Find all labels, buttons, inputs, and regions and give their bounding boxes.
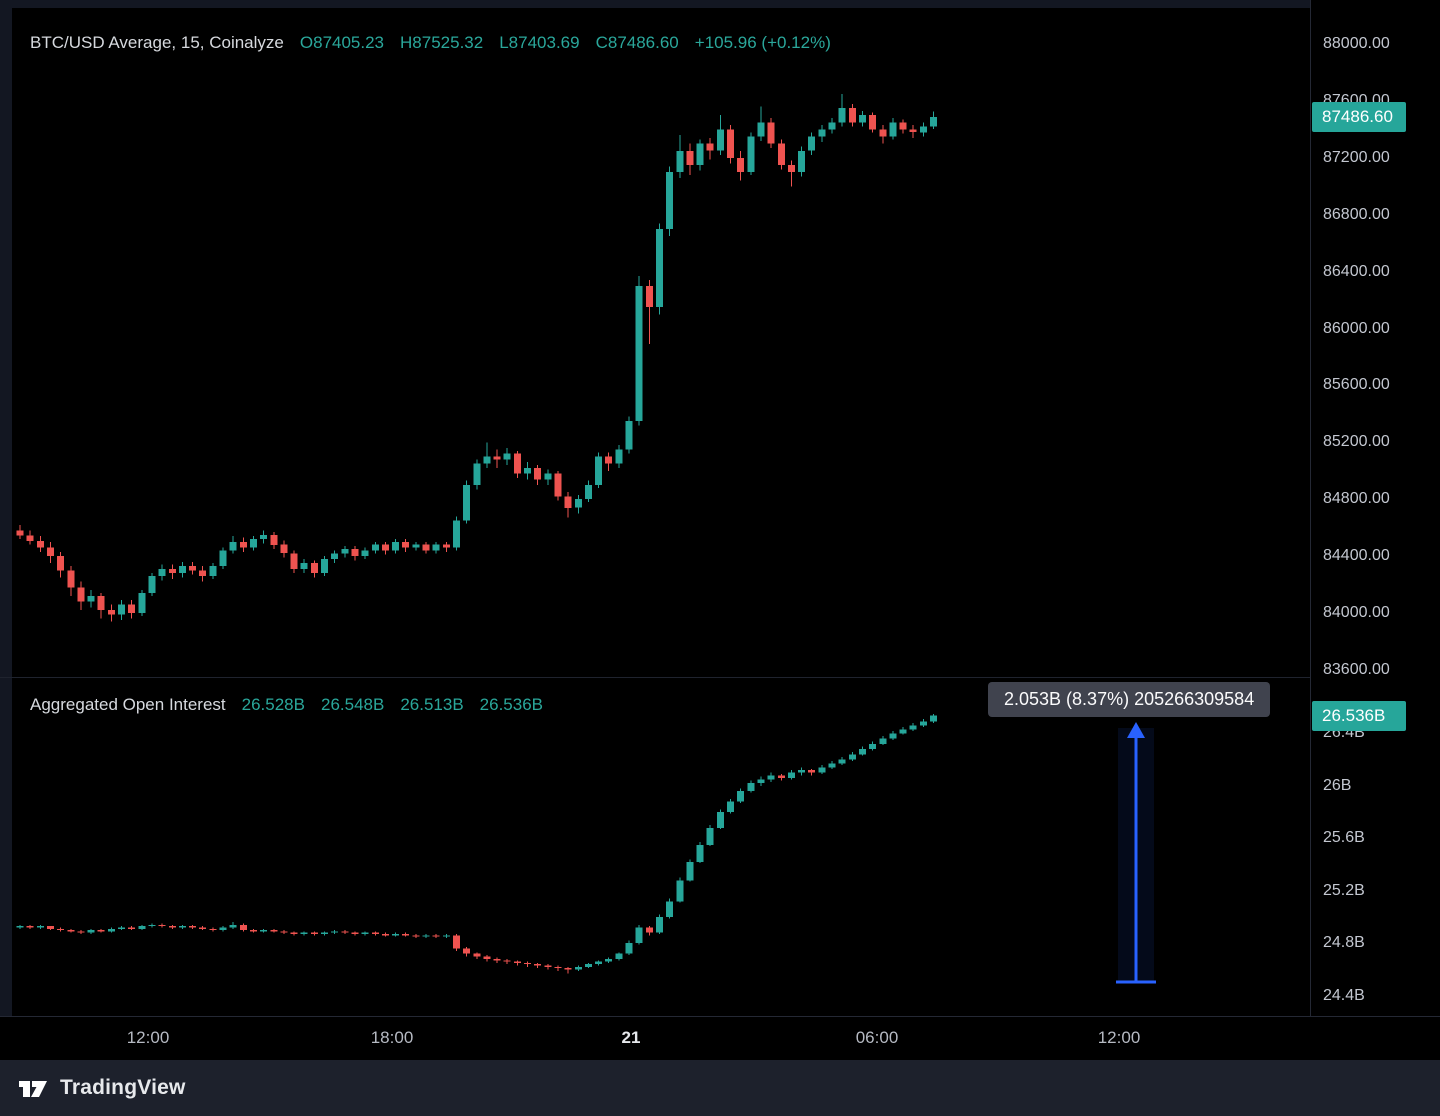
price-axis-label: 86800.00: [1323, 205, 1390, 223]
oi-title[interactable]: Aggregated Open Interest: [30, 695, 226, 714]
price-axis-label: 84800.00: [1323, 490, 1390, 508]
range-measure-tooltip: 2.053B (8.37%) 205266309584: [988, 682, 1271, 717]
window-edge-left: [0, 0, 12, 1060]
ohlc-low: L87403.69: [499, 33, 580, 52]
ohlc-high: H87525.32: [400, 33, 484, 52]
symbol-title[interactable]: BTC/USD Average, 15, Coinalyze: [30, 33, 284, 52]
time-axis-label: 18:00: [370, 1028, 414, 1047]
oi-close: 26.536B: [479, 695, 544, 714]
price-axis-label: 26B: [1323, 776, 1352, 794]
price-axis-label: 25.2B: [1323, 881, 1365, 899]
price-change: +105.96 (+0.12%): [694, 33, 831, 52]
price-axis-label: 86000.00: [1323, 319, 1390, 337]
price-range-arrow[interactable]: [1116, 722, 1156, 984]
ohlc-open: O87405.23: [299, 33, 385, 52]
price-axis-label: 86400.00: [1323, 262, 1390, 280]
window-edge-top: [0, 0, 1440, 8]
open-interest-candles: [16, 714, 937, 974]
time-axis-label: 06:00: [855, 1028, 899, 1047]
price-axis-label: 25.6B: [1323, 829, 1365, 847]
price-axis-label: 83600.00: [1323, 660, 1390, 678]
price-pane-legend: BTC/USD Average, 15, Coinalyze O87405.23…: [30, 33, 831, 53]
oi-low: 26.513B: [400, 695, 464, 714]
price-axis[interactable]: 87486.60 26.536B 88000.00 87600.00 87200.0…: [1310, 0, 1440, 1060]
oi-value-badge: 26.536B: [1312, 700, 1406, 731]
candlestick-canvas[interactable]: [0, 0, 1310, 1016]
time-axis-label: 12:00: [1097, 1028, 1141, 1047]
price-axis-label: 85600.00: [1323, 376, 1390, 394]
ohlc-close: C87486.60: [595, 33, 679, 52]
oi-high: 26.548B: [320, 695, 385, 714]
price-axis-label: 88000.00: [1323, 35, 1390, 53]
price-axis-label: 84400.00: [1323, 547, 1390, 565]
price-axis-label: 87200.00: [1323, 148, 1390, 166]
price-candles: [16, 93, 937, 622]
last-price-badge: 87486.60: [1312, 102, 1406, 133]
tradingview-watermark[interactable]: TradingView: [60, 1076, 186, 1099]
oi-open: 26.528B: [241, 695, 305, 714]
tradingview-logo-icon[interactable]: [18, 1075, 48, 1101]
price-axis-label: 24.8B: [1323, 934, 1365, 952]
time-axis-label: 12:00: [126, 1028, 170, 1047]
bottom-bar: TradingView: [0, 1060, 1440, 1116]
price-axis-label: 84000.00: [1323, 603, 1390, 621]
price-axis-label: 85200.00: [1323, 433, 1390, 451]
oi-pane-legend: Aggregated Open Interest 26.528B 26.548B…: [30, 695, 543, 715]
time-axis-label: 21: [621, 1028, 641, 1047]
pane-separator[interactable]: [0, 677, 1440, 678]
price-axis-label: 24.4B: [1323, 986, 1365, 1004]
time-axis[interactable]: 12:00 18:00 21 06:00 12:00: [0, 1016, 1440, 1060]
